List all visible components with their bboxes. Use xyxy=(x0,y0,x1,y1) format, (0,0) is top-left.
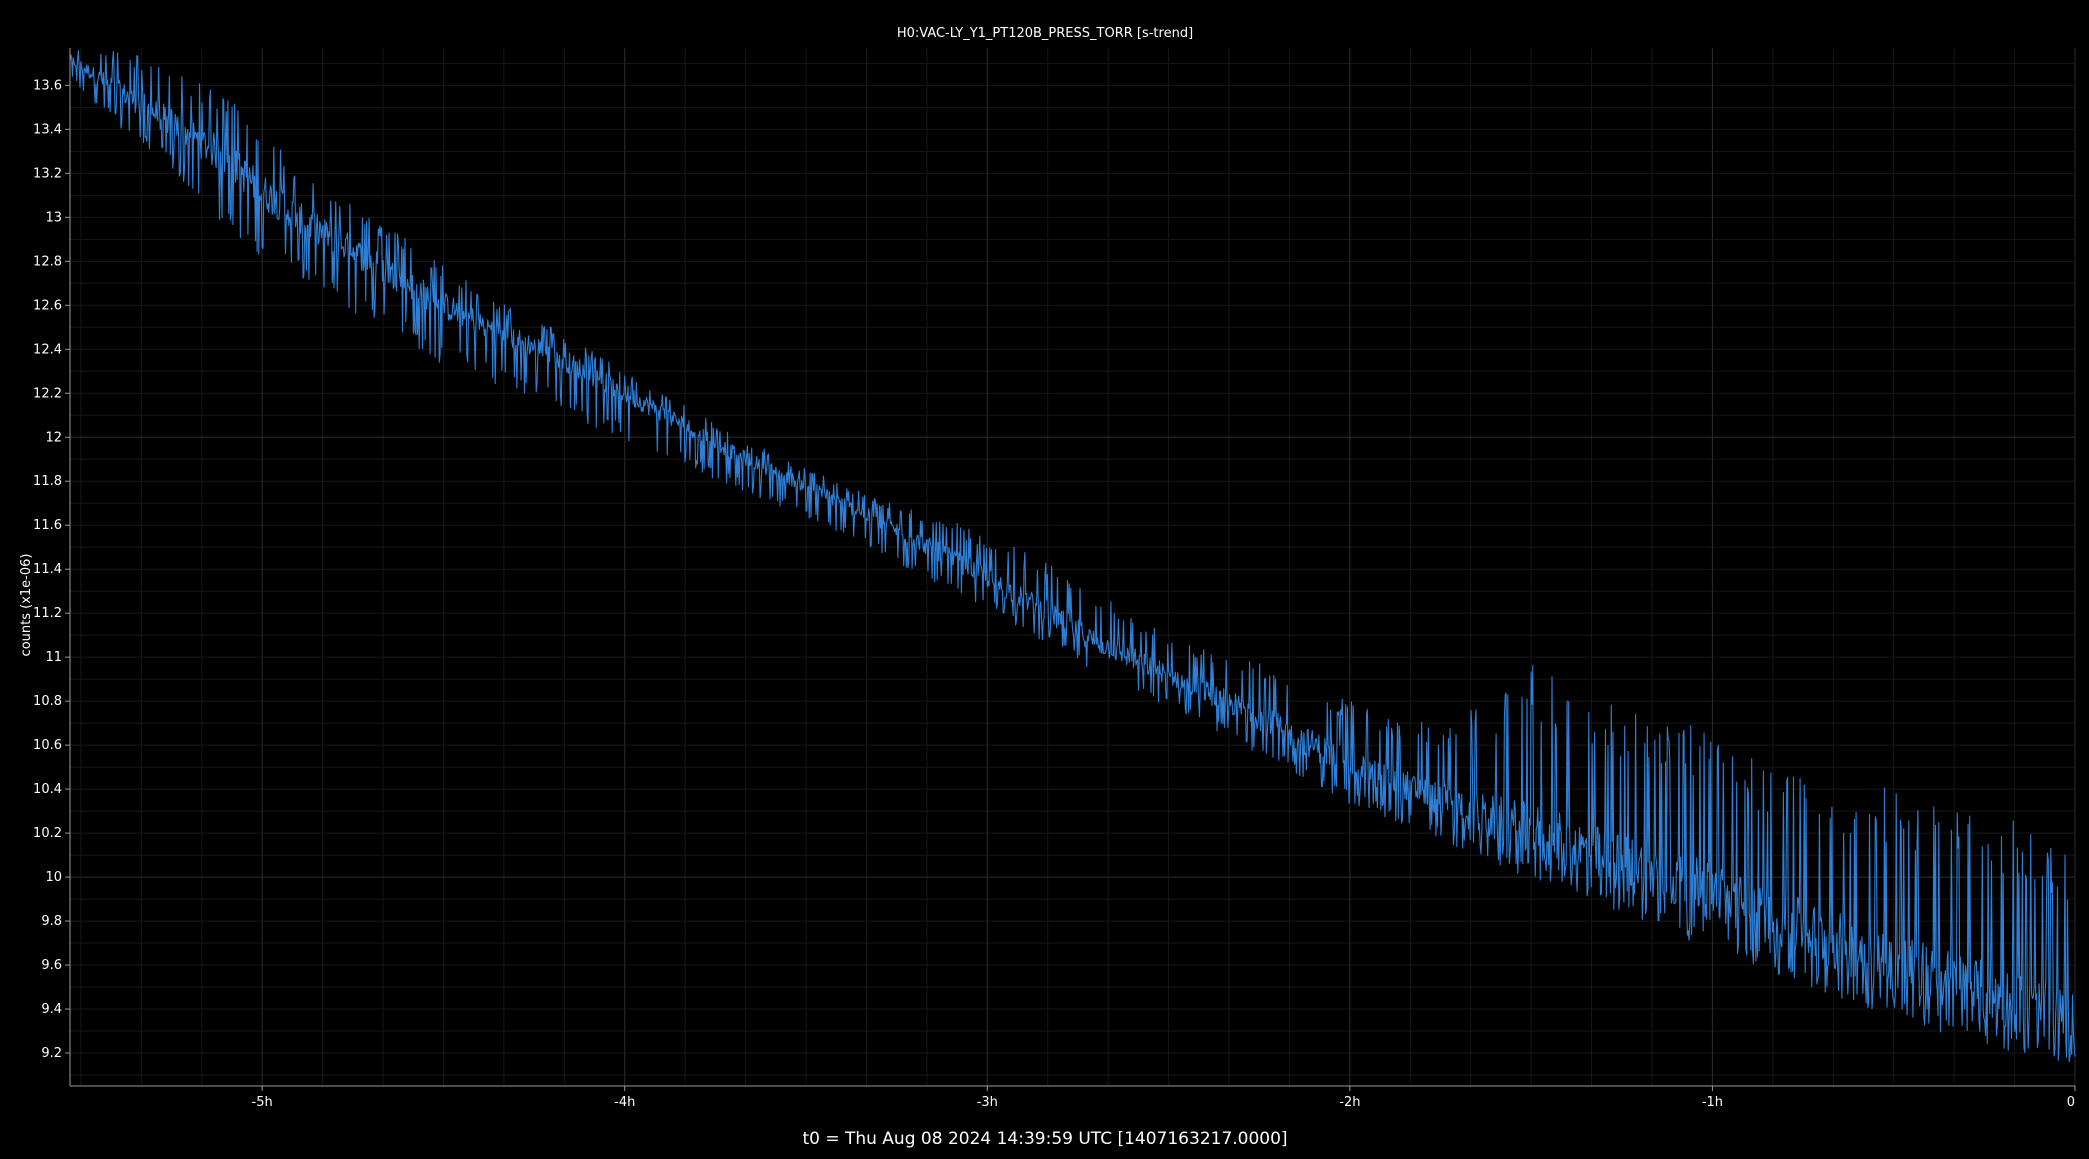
y-tick-label: 11.6 xyxy=(33,518,62,533)
y-axis-label: counts (x1e-06) xyxy=(19,554,34,657)
x-tick-label: -4h xyxy=(614,1095,635,1110)
y-tick-label: 12.6 xyxy=(33,298,62,313)
y-tick-label: 11.8 xyxy=(33,474,62,489)
y-tick-label: 11 xyxy=(45,650,62,665)
y-tick-label: 9.2 xyxy=(41,1046,62,1061)
y-tick-label: 10.6 xyxy=(33,738,62,753)
y-tick-label: 10 xyxy=(45,870,62,885)
axes xyxy=(69,48,2075,1087)
x-tick-label: -5h xyxy=(252,1095,273,1110)
x-tick-label: -1h xyxy=(1702,1095,1723,1110)
y-tick-label: 10.8 xyxy=(33,694,62,709)
series-layer xyxy=(69,50,2076,1063)
y-tick-label: 9.8 xyxy=(41,914,62,929)
y-tick-label: 11.4 xyxy=(33,562,62,577)
x-tick-labels: -5h -4h -3h -2h -1h 0 xyxy=(252,1086,2076,1110)
x-tick-label: -3h xyxy=(977,1095,998,1110)
y-tick-label: 11.2 xyxy=(33,606,62,621)
y-tick-label: 9.4 xyxy=(41,1002,62,1017)
series-line xyxy=(69,50,2076,1063)
y-tick-label: 12.4 xyxy=(33,342,62,357)
y-tick-label: 12.2 xyxy=(33,386,62,401)
y-tick-label: 9.6 xyxy=(41,958,62,973)
x-tick-label: 0 xyxy=(2067,1095,2075,1110)
chart-caption: t0 = Thu Aug 08 2024 14:39:59 UTC [14071… xyxy=(802,1129,1287,1149)
y-tick-label: 10.4 xyxy=(33,782,62,797)
y-tick-label: 13 xyxy=(45,210,62,225)
y-tick-label: 10.2 xyxy=(33,826,62,841)
y-tick-label: 13.4 xyxy=(33,122,62,137)
y-tick-label: 13.2 xyxy=(33,166,62,181)
y-tick-label: 12.8 xyxy=(33,254,62,269)
y-tick-labels: 9.2 9.4 9.6 9.8 10 10.2 10.4 10.6 10.8 11 11.2 11.4… xyxy=(33,78,70,1061)
y-tick-label: 12 xyxy=(45,430,62,445)
chart-title: H0:VAC-LY_Y1_PT120B_PRESS_TORR [s-trend] xyxy=(897,26,1193,41)
y-tick-label: 13.6 xyxy=(33,78,62,93)
x-tick-label: -2h xyxy=(1339,1095,1360,1110)
